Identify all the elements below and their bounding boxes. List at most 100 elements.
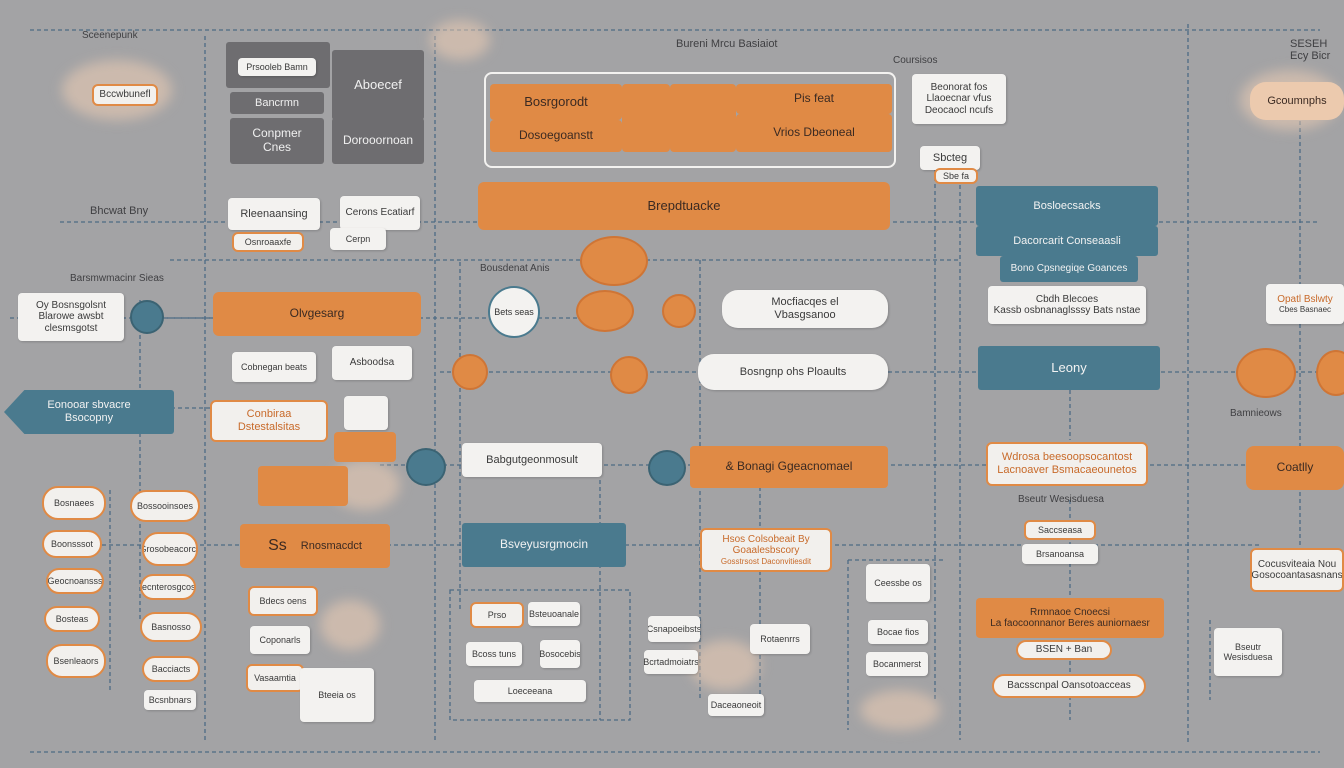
- white-circle-mid[interactable]: Bets seas: [488, 286, 540, 338]
- right-small-2[interactable]: Brsanoansa: [1022, 544, 1098, 564]
- top-left-tag[interactable]: Bccwbunefl: [92, 84, 158, 106]
- white-center-node[interactable]: Babgutgeonmosult: [462, 443, 602, 477]
- orange-s-node[interactable]: Ss Rnosmacdct: [240, 524, 390, 568]
- small-white-2[interactable]: Asboodsa: [332, 346, 412, 380]
- teal-right-4[interactable]: Leony: [978, 346, 1160, 390]
- tiny-node-8[interactable]: Bosocebis: [540, 640, 580, 668]
- tiny-node-14[interactable]: Ceessbe os: [866, 564, 930, 602]
- orange-dot-1[interactable]: [452, 354, 488, 390]
- white-node-4[interactable]: Cerpn: [330, 228, 386, 250]
- top-header-cell[interactable]: Bosrgorodt: [490, 84, 622, 120]
- white-node-1[interactable]: Rleenaansing: [228, 198, 320, 230]
- far-right-orange-border[interactable]: Cocusviteaia Nou Gosocoantasasnans: [1250, 548, 1344, 592]
- tag-sbc[interactable]: Sbcteg: [920, 146, 980, 170]
- label-right-top: Coursisos: [893, 55, 938, 66]
- arrow-left-node[interactable]: Eonooar sbvacre Bsocopny: [4, 390, 174, 434]
- far-right-cloud-node[interactable]: Gcoumnphs: [1250, 82, 1344, 120]
- label-top-left: Sceenepunk: [82, 30, 138, 41]
- mid-white-blob[interactable]: [344, 396, 388, 430]
- tiny-node-9[interactable]: Loeceeana: [474, 680, 586, 702]
- left-list-item-1[interactable]: Bosnaees: [42, 486, 106, 520]
- orange-circle-mid[interactable]: [576, 290, 634, 332]
- orange-mid-node[interactable]: Olvgesarg: [213, 292, 421, 336]
- white-node-2[interactable]: Osnroaaxfe: [232, 232, 304, 252]
- tiny-node-6[interactable]: Bsteuoanale: [528, 602, 580, 626]
- right-small-1[interactable]: Saccseasa: [1024, 520, 1096, 540]
- wide-main-node[interactable]: Brepdtuacke: [478, 182, 890, 230]
- note-top-right[interactable]: Beonorat fos Llaoecnar vfus Deocaocl ncufs: [912, 74, 1006, 124]
- left-list2-item-4[interactable]: Bacciacts: [142, 656, 200, 682]
- tiny-node-11[interactable]: Bcrtadmoiatrs: [644, 650, 698, 674]
- tiny-node-7[interactable]: Bcoss tuns: [466, 642, 522, 666]
- left-list-item-6[interactable]: Bossooinsoes: [130, 490, 200, 522]
- label-right-mid: Bamnieows: [1230, 408, 1282, 419]
- left-list-item-3[interactable]: Geocnoansss: [46, 568, 104, 594]
- tag-sbc-small[interactable]: Sbe fa: [934, 168, 978, 184]
- top-right-cell-a[interactable]: Pis feat: [736, 84, 892, 114]
- left-list-item-2[interactable]: Boonsssot: [42, 530, 102, 558]
- tiny-node-13[interactable]: Daceaoneoit: [708, 694, 764, 716]
- top-middle-cell-2[interactable]: [670, 84, 736, 152]
- teal-dot-left[interactable]: [130, 300, 164, 334]
- right-orange-node[interactable]: Rrmnaoe Cnoecsi La faocoonnanor Beres aun…: [976, 598, 1164, 638]
- left-list2-item-5[interactable]: Bcsnbnars: [144, 690, 196, 710]
- white-node-3[interactable]: Cerons Ecatiarf: [340, 196, 420, 230]
- left-list2-item-2[interactable]: Becnterosgcoss: [140, 574, 196, 600]
- tiny-node-1[interactable]: Bdecs oens: [248, 586, 318, 616]
- tiny-node-15[interactable]: Bocae fios: [868, 620, 928, 644]
- tiny-node-3[interactable]: Vasaamtia: [246, 664, 304, 692]
- left-list2-item-1[interactable]: Grosobeacorcs: [142, 532, 198, 566]
- tiny-node-12[interactable]: Rotaenrrs: [750, 624, 810, 654]
- far-right-orange-circle-2[interactable]: [1316, 350, 1344, 396]
- top-right-cell-b[interactable]: Vrios Dbeoneal: [736, 114, 892, 152]
- orange-dot-2[interactable]: [662, 294, 696, 328]
- dark-card-2[interactable]: Prsooleb Bamn: [238, 58, 316, 76]
- teal-right-3[interactable]: Bono Cpsnegiqe Goances: [1000, 256, 1138, 282]
- dark-card-4[interactable]: Aboecef: [332, 50, 424, 120]
- tiny-node-5[interactable]: Prso: [470, 602, 524, 628]
- orange-border-center[interactable]: Hsos Colsobeait By Goaalesbscory Gosstrsos…: [700, 528, 832, 572]
- dark-card-6[interactable]: Dorooornoan: [332, 118, 424, 164]
- teal-right-1[interactable]: Bosloecsacks: [976, 186, 1158, 226]
- small-white-1[interactable]: Cobnegan beats: [232, 352, 316, 382]
- left-callout[interactable]: Oy Bosnsgolsnt Blarowe awsbt clesmsgotst: [18, 293, 124, 341]
- mid-orange-blob[interactable]: [334, 432, 396, 462]
- white-right-node[interactable]: Cbdh Blecoes Kassb osbnanaglsssy Bats nst…: [988, 286, 1146, 324]
- pill-node-1[interactable]: Mocfiacqes el Vbasgsanoo: [722, 290, 888, 328]
- label-bottom-right: Bseutr Wesisduesa: [1018, 494, 1104, 505]
- teal-right-2[interactable]: Dacorcarit Conseaasli: [976, 226, 1158, 256]
- tiny-node-4[interactable]: Bteeia os: [300, 668, 374, 722]
- top-group-panel: [484, 72, 896, 168]
- tiny-node-2[interactable]: Coponarls: [250, 626, 310, 654]
- label-far-right-top: SESEH Ecy Bicr: [1290, 38, 1331, 62]
- teal-center-node[interactable]: Bsveyusrgmocin: [462, 523, 626, 567]
- far-right-small[interactable]: Bseutr Wesisduesa: [1214, 628, 1282, 676]
- top-sub-cell[interactable]: Dosoegoanstt: [490, 120, 622, 152]
- top-middle-cell-1[interactable]: [622, 84, 670, 152]
- mid-orange-blob-2[interactable]: [258, 466, 348, 506]
- label-left-mid: Bhcwat Bny: [90, 205, 149, 217]
- tiny-node-10[interactable]: Csnapoeibsts: [648, 616, 700, 642]
- label-left-section: Barsmwmacinr Sieas: [70, 273, 164, 284]
- far-right-orange-circle[interactable]: [1236, 348, 1296, 398]
- label-center-mid: Bousdenat Anis: [480, 263, 550, 274]
- right-pill-2[interactable]: Bacsscnpal Oansotoacceas: [992, 674, 1146, 698]
- pill-node-2[interactable]: Bosngnp ohs Ploaults: [698, 354, 888, 390]
- orange-border-mid[interactable]: Conbiraa Dstestalsitas: [210, 400, 328, 442]
- right-pill[interactable]: BSEN + Ban: [1016, 640, 1112, 660]
- orange-border-right[interactable]: Wdrosa beesoopsocantost Lacnoaver Bsmacae…: [986, 442, 1148, 486]
- teal-dot-mid[interactable]: [406, 448, 446, 486]
- left-list2-item-3[interactable]: Basnosso: [140, 612, 202, 642]
- orange-dot-3[interactable]: [610, 356, 648, 394]
- left-list-item-5[interactable]: Bsenleaors: [46, 644, 106, 678]
- left-list-item-4[interactable]: Bosteas: [44, 606, 100, 632]
- orange-circle-top[interactable]: [580, 236, 648, 286]
- label-center-top: Bureni Mrcu Basiaiot: [676, 38, 778, 50]
- far-right-white[interactable]: Opatl Bslwty Cbes Basnaec: [1266, 284, 1344, 324]
- tiny-node-16[interactable]: Bocanmerst: [866, 652, 928, 676]
- far-right-orange[interactable]: Coatlly: [1246, 446, 1344, 490]
- orange-center-node[interactable]: & Bonagi Ggeacnomael: [690, 446, 888, 488]
- dark-card-3[interactable]: Bancrmn: [230, 92, 324, 114]
- teal-dot-center[interactable]: [648, 450, 686, 486]
- dark-card-5[interactable]: Conpmer Cnes: [230, 118, 324, 164]
